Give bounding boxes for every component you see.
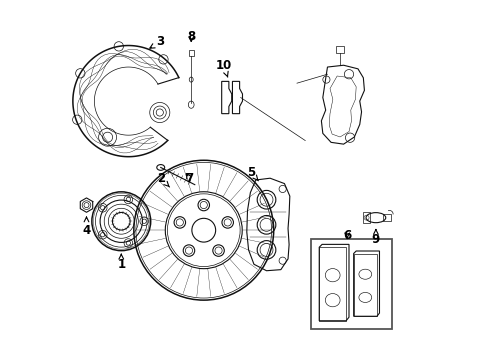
Text: 4: 4 xyxy=(82,217,91,237)
Text: 8: 8 xyxy=(187,30,196,43)
Bar xyxy=(364,212,370,224)
Text: 1: 1 xyxy=(117,254,125,271)
Bar xyxy=(311,239,392,329)
Text: 10: 10 xyxy=(216,59,232,77)
Bar xyxy=(337,45,344,53)
Text: 5: 5 xyxy=(247,166,258,181)
Bar xyxy=(383,214,391,221)
Text: 2: 2 xyxy=(157,172,170,187)
Bar xyxy=(189,50,194,56)
Text: 3: 3 xyxy=(150,35,165,49)
Text: 9: 9 xyxy=(372,229,380,246)
Text: 6: 6 xyxy=(343,229,351,242)
Bar xyxy=(354,253,377,316)
Bar xyxy=(319,247,346,321)
Text: 7: 7 xyxy=(185,172,194,185)
